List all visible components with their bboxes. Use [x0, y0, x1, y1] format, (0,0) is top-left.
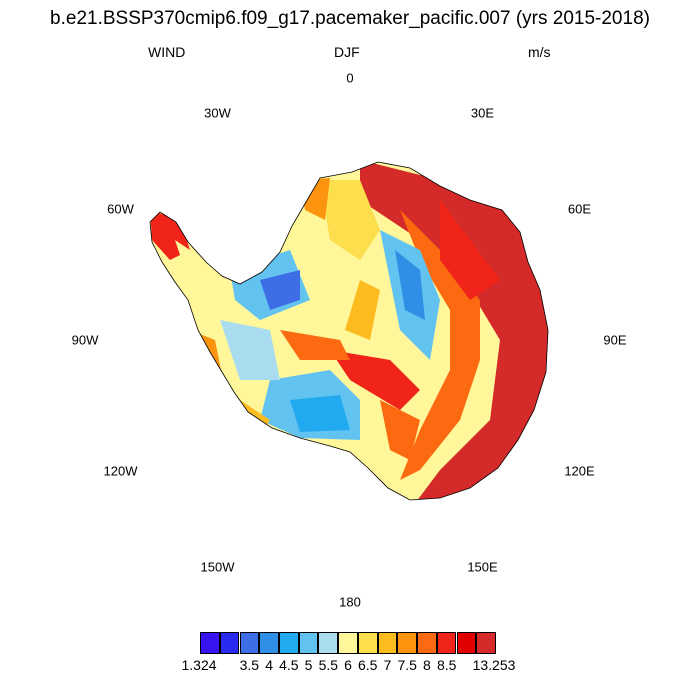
- lon-label: 30W: [204, 105, 231, 121]
- colorbar-swatch: [436, 632, 457, 654]
- lon-label: 120E: [564, 463, 595, 479]
- colorbar-label: 7.5: [397, 657, 417, 673]
- wind-field: [150, 162, 548, 500]
- colorbar-swatch: [456, 632, 477, 654]
- colorbar-label: 8.5: [436, 657, 457, 673]
- units-label: m/s: [528, 44, 551, 60]
- season-label: DJF: [334, 44, 360, 60]
- colorbar-swatch: [377, 632, 398, 654]
- colorbar-label: 5.5: [318, 657, 339, 673]
- colorbar-swatch: [357, 632, 378, 654]
- lon-label: 90W: [71, 332, 99, 348]
- colorbar-label: 7: [383, 657, 392, 673]
- plot-title: b.e21.BSSP370cmip6.f09_g17.pacemaker_pac…: [50, 8, 650, 29]
- lon-label: 150E: [467, 559, 498, 575]
- colorbar-label: 6: [344, 657, 352, 673]
- colorbar-swatch: [397, 632, 417, 654]
- lon-label: 0: [346, 70, 354, 86]
- colorbar-swatch: [200, 632, 220, 654]
- colorbar-swatch: [318, 632, 339, 654]
- lon-label: 180: [339, 594, 361, 610]
- colorbar-swatch: [298, 632, 319, 654]
- colorbar-label: 13.253: [472, 657, 516, 673]
- colorbar-label: 1.324: [181, 657, 217, 673]
- colorbar-label: 4.5: [279, 657, 299, 673]
- lon-label: 90E: [603, 332, 627, 348]
- colorbar-swatch: [417, 632, 437, 654]
- colorbar-label: 4: [265, 657, 273, 673]
- colorbar-label: 6.5: [357, 657, 378, 673]
- lon-label: 60E: [567, 201, 592, 217]
- lon-label: 150W: [200, 559, 235, 575]
- variable-label: WIND: [148, 44, 186, 60]
- colorbar-label: 8: [422, 657, 431, 673]
- colorbar-swatch: [278, 632, 299, 654]
- colorbar-swatch: [219, 632, 240, 654]
- colorbar-label: 5: [304, 657, 313, 673]
- lon-label: 30E: [470, 105, 495, 121]
- colorbar-label: 3.5: [239, 657, 260, 673]
- colorbar-swatch: [239, 632, 260, 654]
- colorbar-swatch: [259, 632, 279, 654]
- colorbar-swatch: [476, 632, 496, 654]
- lon-label: 60W: [107, 201, 134, 217]
- lon-label: 120W: [103, 463, 138, 479]
- colorbar-swatch: [338, 632, 358, 654]
